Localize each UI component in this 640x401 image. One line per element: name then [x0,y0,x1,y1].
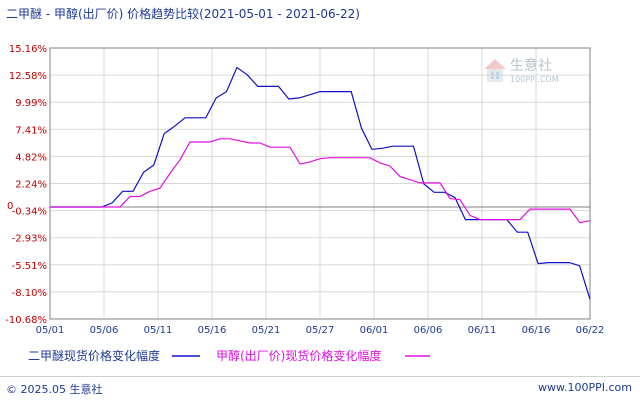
legend-label-series-2: 甲醇(出厂价)现货价格变化幅度 [216,348,381,363]
y-tick-label: -5.51% [12,261,47,272]
y-tick-label: -0.34% [12,207,47,218]
watermark-logo: 生意社 100PPI.COM [482,55,582,93]
y-tick-label: -10.68% [5,315,47,326]
x-tick-label: 06/01 [360,325,389,336]
x-tick-label: 05/16 [198,325,227,336]
x-tick-label: 06/16 [522,325,551,336]
series-line-2 [50,138,591,224]
footer-bar [0,376,640,401]
x-tick-label: 06/06 [414,325,443,336]
legend: 二甲醚现货价格变化幅度 甲醇(出厂价)现货价格变化幅度 [28,348,430,363]
y-tick-label: 12.58% [9,71,47,82]
y-tick-label: 7.41% [15,125,47,136]
x-tick-label: 05/21 [252,325,281,336]
house-icon [484,59,506,82]
y-tick-label: -2.93% [12,234,47,245]
x-axis-ticks: 05/01 05/06 05/11 05/16 05/21 05/27 06/01 06/06… [36,325,605,336]
y-tick-label: 9.99% [15,98,47,109]
y-axis-ticks: 15.16% 12.58% 9.99% 7.41% 4.82% 2.24% -0.34% -2… [5,44,47,326]
x-tick-label: 05/11 [144,325,173,336]
y-tick-label: -8.10% [12,288,47,299]
plot-frame [49,47,591,320]
x-tick-label: 05/27 [306,325,335,336]
chart-title: 二甲醚 - 甲醇(出厂价) 价格趋势比较(2021-05-01 - 2021-0… [6,7,360,21]
plot-border [49,47,591,320]
series-lines [50,66,591,300]
price-trend-chart: 15.16% 12.58% 9.99% 7.41% 4.82% 2.24% -0.34% -2… [5,44,605,363]
x-tick-label: 05/01 [36,325,65,336]
x-tick-label: 06/11 [468,325,497,336]
legend-label-series-1: 二甲醚现货价格变化幅度 [28,348,160,363]
watermark-name: 生意社 [510,57,552,74]
zero-label: 0 [7,201,13,212]
footer-copyright: © 2025.05 生意社 [6,383,103,396]
watermark-url: 100PPI.COM [510,75,559,84]
y-tick-label: 2.24% [15,180,47,191]
x-tick-label: 05/06 [90,325,119,336]
y-tick-label: 15.16% [9,44,47,55]
x-tick-label: 06/22 [576,325,605,336]
footer-website-link[interactable]: www.100PPI.com [538,381,632,394]
y-tick-label: 4.82% [15,152,47,163]
